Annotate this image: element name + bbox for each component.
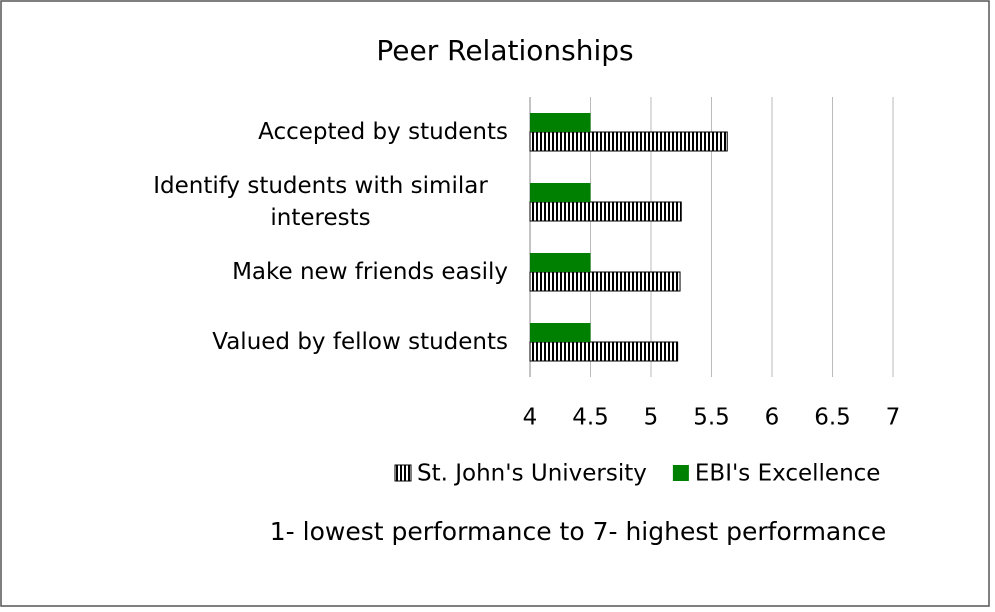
legend-label: St. John's University <box>417 461 647 487</box>
legend-label: EBI's Excellence <box>695 461 881 487</box>
y-tick-label: Valued by fellow students <box>212 329 508 355</box>
y-tick-label: Make new friends easily <box>232 259 508 285</box>
x-tick-label: 6.5 <box>814 405 851 431</box>
y-tick-label: Identify students with similar interests <box>153 173 488 231</box>
annotation: 1- lowest performance to 7- highest perf… <box>270 517 886 546</box>
x-tick-label: 4.5 <box>572 405 609 431</box>
bar <box>529 271 681 292</box>
bar <box>530 323 591 342</box>
bar <box>529 131 728 152</box>
x-tick-label: 5.5 <box>693 405 730 431</box>
x-tick-label: 4 <box>523 405 538 431</box>
bar <box>529 201 682 222</box>
x-tick-label: 5 <box>644 405 659 431</box>
bar <box>530 183 591 202</box>
bar <box>530 113 591 132</box>
bar <box>530 253 591 272</box>
chart-title: Peer Relationships <box>376 34 633 67</box>
x-tick-label: 7 <box>886 405 901 431</box>
y-tick-label: Accepted by students <box>258 119 508 145</box>
x-tick-label: 6 <box>765 405 780 431</box>
legend-swatch <box>672 465 689 481</box>
legend-swatch <box>394 464 412 482</box>
bar <box>529 341 679 362</box>
